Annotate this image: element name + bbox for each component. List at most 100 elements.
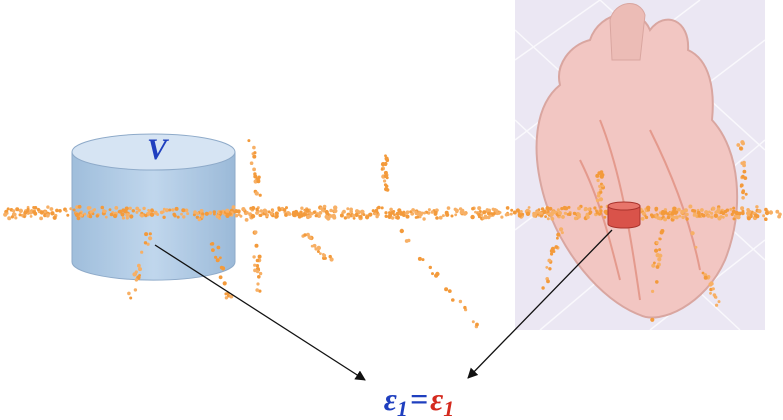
point bbox=[245, 211, 248, 214]
point bbox=[277, 206, 280, 209]
point bbox=[140, 251, 143, 254]
point bbox=[144, 214, 147, 217]
point bbox=[707, 214, 711, 218]
point bbox=[554, 245, 558, 249]
point bbox=[256, 270, 259, 273]
point bbox=[181, 208, 185, 212]
point bbox=[558, 211, 562, 215]
point bbox=[168, 209, 171, 212]
point bbox=[252, 168, 256, 172]
point bbox=[678, 215, 681, 218]
point bbox=[568, 206, 571, 209]
point bbox=[12, 209, 15, 212]
point bbox=[454, 208, 457, 211]
point bbox=[89, 206, 92, 209]
point bbox=[73, 209, 76, 212]
point bbox=[406, 215, 410, 219]
point bbox=[577, 207, 581, 211]
point bbox=[732, 207, 735, 210]
point bbox=[46, 205, 49, 208]
point bbox=[109, 208, 112, 211]
point bbox=[448, 289, 452, 293]
point bbox=[510, 209, 513, 212]
point bbox=[257, 176, 260, 179]
point bbox=[700, 208, 704, 212]
point bbox=[50, 207, 54, 211]
point bbox=[540, 212, 543, 215]
point bbox=[105, 216, 108, 219]
point bbox=[255, 244, 259, 248]
point bbox=[510, 213, 513, 216]
diagram: V ε1=ε1 bbox=[0, 0, 783, 420]
point bbox=[384, 163, 387, 166]
point bbox=[654, 214, 657, 217]
point bbox=[532, 212, 536, 216]
point bbox=[385, 185, 388, 188]
point bbox=[568, 212, 572, 216]
point bbox=[645, 216, 648, 219]
point bbox=[375, 209, 378, 212]
point bbox=[232, 205, 236, 209]
point bbox=[225, 296, 228, 299]
point bbox=[147, 209, 150, 212]
point bbox=[377, 206, 381, 210]
point bbox=[274, 215, 278, 219]
point bbox=[391, 216, 394, 219]
point bbox=[211, 242, 215, 246]
point bbox=[708, 282, 712, 286]
point bbox=[46, 213, 50, 217]
point bbox=[646, 206, 650, 210]
point bbox=[477, 206, 481, 210]
point bbox=[114, 206, 118, 210]
point bbox=[526, 209, 529, 212]
point bbox=[431, 272, 434, 275]
point bbox=[423, 212, 426, 215]
point bbox=[650, 318, 654, 322]
point bbox=[658, 248, 661, 251]
point bbox=[113, 214, 117, 218]
point bbox=[740, 183, 744, 187]
point bbox=[55, 209, 59, 213]
point bbox=[319, 252, 322, 255]
point bbox=[253, 172, 256, 175]
point bbox=[710, 212, 713, 215]
point bbox=[470, 215, 474, 219]
point bbox=[550, 217, 554, 221]
point bbox=[225, 209, 229, 213]
point bbox=[200, 209, 204, 213]
point bbox=[150, 213, 154, 217]
point bbox=[142, 207, 145, 210]
point bbox=[496, 212, 499, 215]
point bbox=[541, 286, 544, 289]
point bbox=[710, 215, 713, 218]
point bbox=[459, 300, 462, 303]
point bbox=[435, 272, 439, 276]
point bbox=[311, 245, 314, 248]
point bbox=[493, 212, 496, 215]
point bbox=[431, 210, 434, 213]
point bbox=[135, 278, 138, 281]
point bbox=[547, 217, 550, 220]
point bbox=[175, 207, 179, 211]
point bbox=[5, 210, 8, 213]
point bbox=[144, 232, 148, 236]
point bbox=[255, 208, 258, 211]
point bbox=[315, 214, 318, 217]
point bbox=[747, 216, 751, 220]
point bbox=[253, 151, 256, 154]
point bbox=[129, 297, 132, 300]
point bbox=[489, 215, 492, 218]
point bbox=[325, 210, 329, 214]
point bbox=[597, 194, 601, 198]
point bbox=[14, 216, 17, 219]
point bbox=[451, 298, 455, 302]
point bbox=[122, 216, 125, 219]
point bbox=[740, 206, 744, 210]
point bbox=[385, 215, 388, 218]
point bbox=[346, 215, 350, 219]
point bbox=[680, 210, 684, 214]
point bbox=[162, 216, 165, 219]
point bbox=[677, 208, 681, 212]
point bbox=[211, 248, 215, 252]
point bbox=[216, 214, 220, 218]
